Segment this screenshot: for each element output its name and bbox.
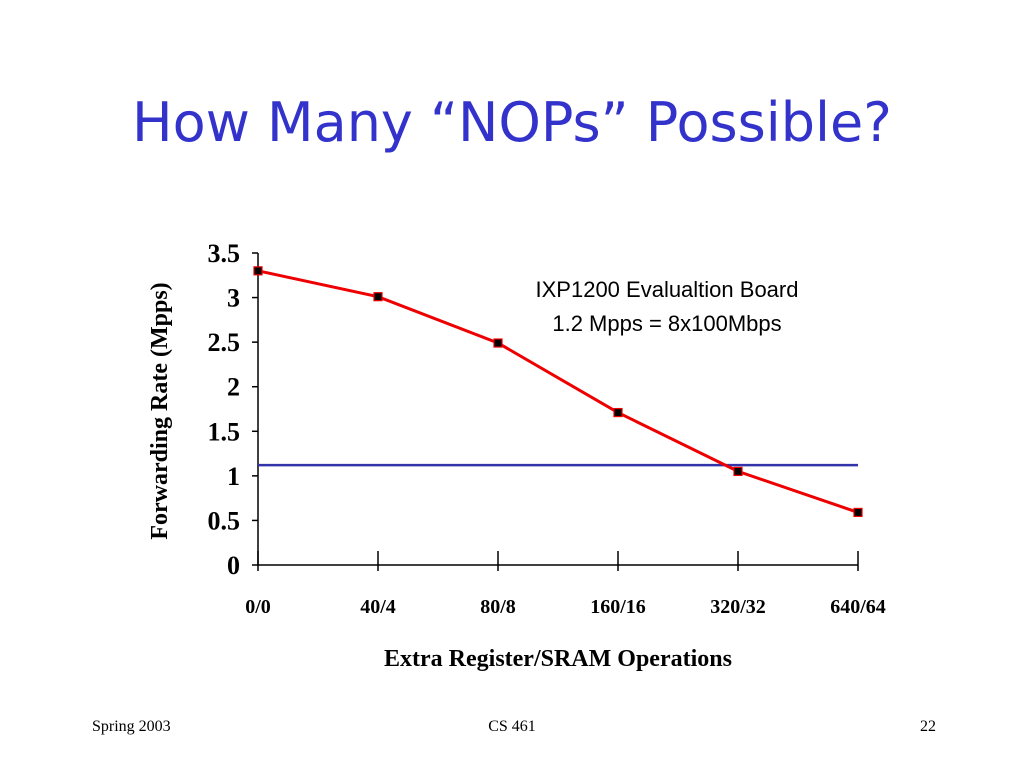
- data-point: [373, 292, 383, 302]
- line-chart: 0 0.5 1 1.5 2 2.5 3 3.5 0/0 40/4 80/8 160/16 320/32…: [147, 239, 886, 672]
- y-axis: 0 0.5 1 1.5 2 2.5 3 3.5: [208, 239, 259, 580]
- data-point: [493, 338, 503, 348]
- chart-annotation-line: IXP1200 Evalualtion Board: [536, 277, 799, 302]
- x-tick-label: 80/8: [480, 596, 516, 618]
- data-point: [733, 466, 743, 476]
- data-point: [613, 407, 623, 418]
- y-tick-label: 1.5: [208, 417, 241, 446]
- y-tick-label: 2: [227, 373, 240, 402]
- series-line: [257, 269, 859, 514]
- x-tick-label: 320/32: [710, 596, 766, 618]
- y-tick-label: 2.5: [208, 328, 241, 357]
- chart-annotation-line: 1.2 Mpps = 8x100Mbps: [552, 311, 781, 336]
- x-tick-label: 160/16: [590, 596, 646, 618]
- x-tick-label: 0/0: [245, 596, 271, 618]
- x-tick-label: 640/64: [830, 596, 886, 618]
- slide-title: How Many “NOPs” Possible?: [132, 91, 892, 154]
- y-tick-label: 0: [227, 551, 240, 580]
- y-tick-label: 1: [227, 462, 240, 491]
- x-axis: 0/0 40/4 80/8 160/16 320/32 640/64: [245, 551, 886, 618]
- y-tick-label: 0.5: [208, 506, 241, 535]
- x-axis-label: Extra Register/SRAM Operations: [384, 646, 732, 672]
- footer-date: Spring 2003: [92, 718, 171, 735]
- annotation-group: IXP1200 Evalualtion Board 1.2 Mpps = 8x10…: [536, 277, 799, 336]
- y-axis-label: Forwarding Rate (Mpps): [147, 282, 173, 539]
- series-group: [253, 266, 863, 518]
- y-tick-label: 3.5: [208, 239, 241, 268]
- footer-course: CS 461: [488, 718, 536, 735]
- data-point: [853, 507, 863, 518]
- data-point: [253, 266, 263, 276]
- x-tick-label: 40/4: [360, 596, 396, 618]
- footer-page-number: 22: [920, 718, 936, 735]
- y-tick-label: 3: [227, 284, 240, 313]
